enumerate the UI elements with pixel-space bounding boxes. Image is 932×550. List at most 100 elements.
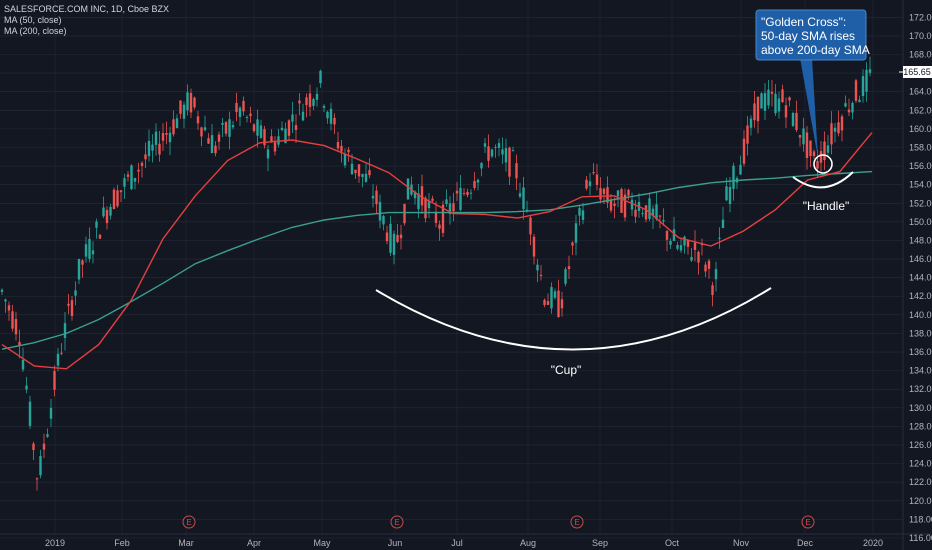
legend-symbol: SALESFORCE.COM INC, 1D, Cboe BZX [4, 4, 170, 14]
candle [39, 449, 42, 479]
candle-body [210, 135, 214, 153]
candle [686, 239, 690, 255]
callout-pointer [800, 58, 818, 158]
candle-body [714, 269, 718, 280]
x-axis-labels: 2019 Feb Mar Apr May Jun Jul Aug Sep Oct Nov Dec 202… [45, 538, 883, 548]
candle [854, 78, 858, 103]
candle-body [284, 128, 287, 144]
candle [431, 195, 434, 204]
candle-body [21, 359, 25, 370]
candle [742, 130, 746, 167]
candle [574, 215, 578, 256]
last-price-tag: 165.65 [899, 66, 932, 78]
candle-body [280, 127, 284, 131]
candle [837, 110, 840, 137]
candle-body [459, 187, 462, 211]
candle [389, 215, 392, 257]
candle-body [837, 122, 840, 134]
candle-body [235, 102, 238, 112]
golden-cross-circle [813, 154, 833, 174]
candle-body [308, 93, 312, 107]
earnings-marker-circle [801, 515, 815, 529]
candle [95, 218, 98, 239]
candle [518, 182, 522, 199]
candle [441, 200, 445, 238]
candle-body [711, 285, 714, 296]
candle-body [245, 116, 249, 118]
earnings-marker[interactable]: E [182, 515, 196, 529]
candle [259, 119, 263, 139]
ma-200-line [1, 170, 873, 350]
candle-body [844, 103, 847, 107]
candle [172, 110, 175, 137]
y-tick-label: 152.00 [909, 198, 932, 208]
candle-body [532, 236, 536, 257]
candle-body [623, 194, 627, 218]
candle [812, 149, 816, 160]
candle-body [683, 236, 686, 246]
candle [32, 441, 35, 461]
candle-body [529, 217, 532, 235]
earnings-marker-circle [570, 515, 584, 529]
candle [676, 241, 679, 251]
last-price-box [903, 66, 932, 78]
candle-body [854, 80, 858, 101]
candle-body [739, 164, 742, 175]
candle [469, 189, 473, 200]
candle-body [322, 106, 326, 108]
candle [133, 177, 137, 190]
candle-body [494, 146, 497, 148]
candle-body [455, 190, 459, 194]
candle [420, 174, 424, 215]
candle-body [392, 233, 396, 255]
candle-body [46, 434, 49, 437]
candle-body [399, 234, 403, 239]
candle-body [588, 181, 592, 187]
earnings-marker-label: E [805, 518, 810, 527]
candle-body [574, 223, 578, 243]
candle [203, 115, 207, 132]
earnings-marker[interactable]: E [570, 515, 584, 529]
candle [508, 146, 511, 185]
candle-body [830, 123, 833, 145]
candle [560, 291, 564, 317]
earnings-marker[interactable]: E [390, 515, 404, 529]
candle [756, 96, 760, 134]
candle-body [189, 93, 193, 113]
candle [746, 116, 749, 156]
candle-body [252, 124, 256, 132]
candle [532, 234, 536, 265]
y-tick-label: 118.00 [909, 514, 932, 524]
candle [847, 98, 851, 116]
candle [333, 113, 336, 135]
candle-body [760, 93, 763, 109]
candle-body [95, 221, 98, 228]
candle-body [728, 187, 732, 205]
candle-body [98, 234, 102, 239]
candle [770, 79, 774, 107]
x-tick-label: Aug [520, 538, 536, 548]
candle [53, 365, 56, 397]
candle [280, 121, 284, 132]
grid-lines [0, 0, 903, 539]
candle [228, 111, 231, 150]
candle [242, 96, 245, 116]
candle [270, 129, 273, 143]
candle [81, 259, 84, 278]
candle [112, 187, 116, 210]
candle [326, 110, 329, 124]
candle [46, 428, 49, 439]
earnings-marker[interactable]: E [801, 515, 815, 529]
candle-body [165, 133, 168, 135]
candle [679, 238, 683, 253]
candle [287, 119, 291, 140]
candle [655, 192, 658, 221]
candle-body [11, 311, 14, 329]
candle-body [732, 165, 735, 189]
candle [567, 255, 571, 280]
candle-body [557, 290, 560, 318]
candle-body [697, 251, 700, 263]
y-tick-label: 160.00 [909, 124, 932, 134]
candle-body [676, 245, 679, 249]
candle-body [571, 242, 574, 246]
